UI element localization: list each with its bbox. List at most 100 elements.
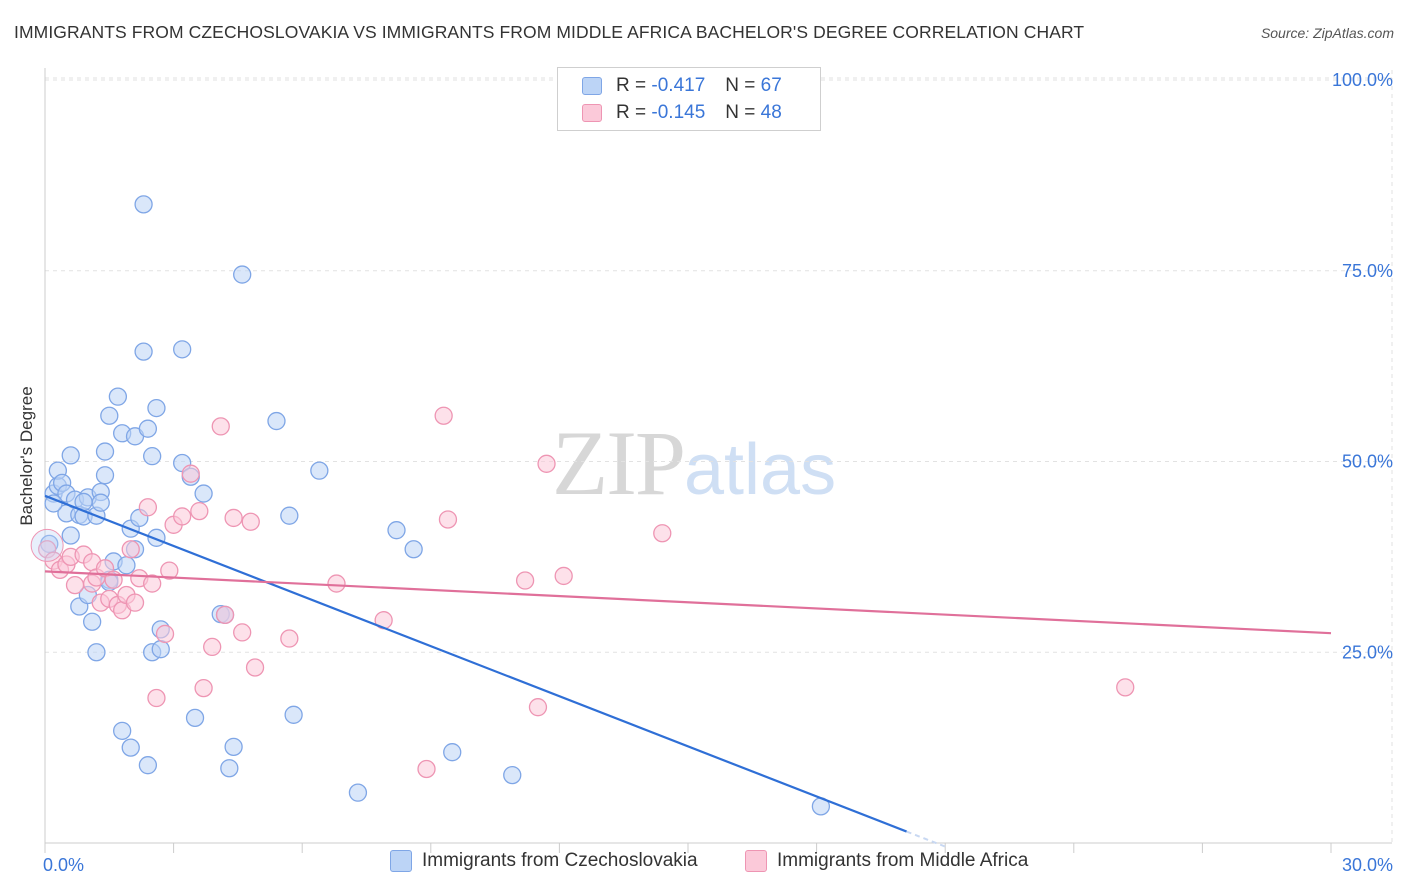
pink-swatch: [745, 850, 767, 872]
point-czechoslovakia: [151, 640, 170, 659]
point-czechoslovakia: [138, 756, 158, 775]
point-czechoslovakia: [220, 759, 239, 778]
legend-row-middle-africa: R = -0.145 N = 48: [582, 100, 782, 126]
point-middle-africa: [245, 658, 265, 677]
series-legend-middle-africa: Immigrants from Middle Africa: [745, 850, 1028, 872]
point-czechoslovakia: [310, 461, 329, 480]
point-czechoslovakia: [61, 446, 80, 465]
watermark: ZIPatlas: [552, 410, 836, 516]
point-czechoslovakia: [91, 493, 110, 512]
point-czechoslovakia: [61, 526, 80, 545]
n-label: N =: [725, 102, 756, 123]
point-middle-africa: [515, 571, 535, 590]
tick-labels: 25.0% 50.0% 75.0% 100.0% 0.0% 30.0%: [43, 70, 1393, 875]
point-czechoslovakia: [138, 419, 158, 438]
series-name: Immigrants from Middle Africa: [777, 850, 1029, 871]
point-middle-africa: [160, 561, 179, 580]
point-czechoslovakia: [134, 342, 153, 361]
trend-line-czechoslovakia: [44, 494, 908, 833]
correlation-legend: R = -0.417 N = 67 R = -0.145 N = 48: [557, 67, 821, 131]
series-name: Immigrants from Czechoslovakia: [422, 850, 698, 871]
point-middle-africa: [138, 498, 158, 517]
point-middle-africa: [434, 406, 453, 425]
point-czechoslovakia: [284, 705, 303, 724]
point-czechoslovakia: [95, 442, 115, 461]
blue-swatch: [582, 77, 602, 95]
point-middle-africa: [121, 540, 140, 559]
point-middle-africa: [554, 566, 573, 586]
point-czechoslovakia: [100, 406, 119, 425]
point-czechoslovakia: [83, 612, 102, 631]
point-middle-africa: [211, 417, 230, 436]
point-czechoslovakia: [348, 783, 368, 802]
point-middle-africa: [194, 678, 213, 698]
point-middle-africa: [528, 698, 548, 717]
point-czechoslovakia: [95, 466, 115, 485]
r-value: -0.417: [651, 75, 706, 96]
point-czechoslovakia: [503, 765, 522, 785]
trend-line-extension: [906, 830, 946, 848]
trend-lines: [44, 494, 1332, 848]
n-value: 48: [760, 102, 782, 123]
point-czechoslovakia: [87, 643, 106, 662]
chart-title: IMMIGRANTS FROM CZECHOSLOVAKIA VS IMMIGR…: [14, 22, 1085, 42]
point-czechoslovakia: [443, 743, 462, 762]
y-tick-label: 50.0%: [1342, 452, 1393, 472]
n-label: N =: [725, 75, 756, 96]
series-legend-czechoslovakia: Immigrants from Czechoslovakia: [390, 850, 698, 872]
point-middle-africa: [241, 512, 260, 531]
point-czechoslovakia: [134, 195, 153, 214]
point-middle-africa: [173, 507, 192, 526]
point-czechoslovakia: [143, 447, 162, 466]
point-middle-africa: [190, 501, 209, 521]
n-value: 67: [760, 75, 782, 96]
point-middle-africa: [1116, 678, 1135, 697]
point-czechoslovakia: [147, 398, 166, 418]
point-czechoslovakia: [267, 411, 286, 431]
point-middle-africa: [143, 574, 162, 593]
point-middle-africa: [215, 605, 235, 625]
grid-lines: [45, 70, 1393, 843]
point-czechoslovakia: [113, 721, 132, 740]
point-cluster: [30, 528, 64, 562]
point-middle-africa: [203, 637, 222, 657]
point-czechoslovakia: [387, 521, 406, 540]
pink-swatch: [582, 104, 602, 122]
data-points: [30, 195, 1135, 816]
y-tick-label: 100.0%: [1332, 70, 1393, 90]
r-value: -0.145: [651, 102, 706, 123]
y-axis-label: Bachelor's Degree: [17, 386, 36, 526]
point-czechoslovakia: [280, 506, 299, 525]
point-czechoslovakia: [404, 540, 423, 559]
point-czechoslovakia: [108, 387, 128, 406]
point-middle-africa: [147, 688, 166, 708]
point-czechoslovakia: [117, 556, 136, 575]
legend-row-czechoslovakia: R = -0.417 N = 67: [582, 73, 782, 99]
blue-swatch: [390, 850, 412, 872]
r-label: R =: [616, 102, 647, 123]
point-czechoslovakia: [185, 708, 205, 728]
point-czechoslovakia: [194, 484, 213, 503]
point-czechoslovakia: [121, 738, 140, 757]
point-middle-africa: [280, 629, 299, 648]
y-tick-label: 75.0%: [1342, 261, 1393, 281]
watermark-zip: ZIP: [552, 412, 686, 514]
point-middle-africa: [224, 508, 243, 528]
x-tick-label-min: 0.0%: [43, 855, 84, 875]
point-middle-africa: [438, 510, 458, 529]
point-middle-africa: [181, 464, 200, 483]
point-middle-africa: [125, 593, 145, 612]
point-middle-africa: [537, 454, 556, 473]
y-tick-label: 25.0%: [1342, 642, 1393, 662]
point-middle-africa: [233, 623, 252, 642]
source-credit: Source: ZipAtlas.com: [1260, 25, 1394, 41]
axes: [44, 68, 1392, 853]
point-middle-africa: [653, 524, 672, 543]
point-middle-africa: [417, 759, 436, 779]
point-czechoslovakia: [233, 265, 252, 284]
point-middle-africa: [155, 624, 175, 644]
point-middle-africa: [65, 575, 85, 595]
point-czechoslovakia: [224, 737, 243, 757]
r-label: R =: [616, 75, 647, 96]
